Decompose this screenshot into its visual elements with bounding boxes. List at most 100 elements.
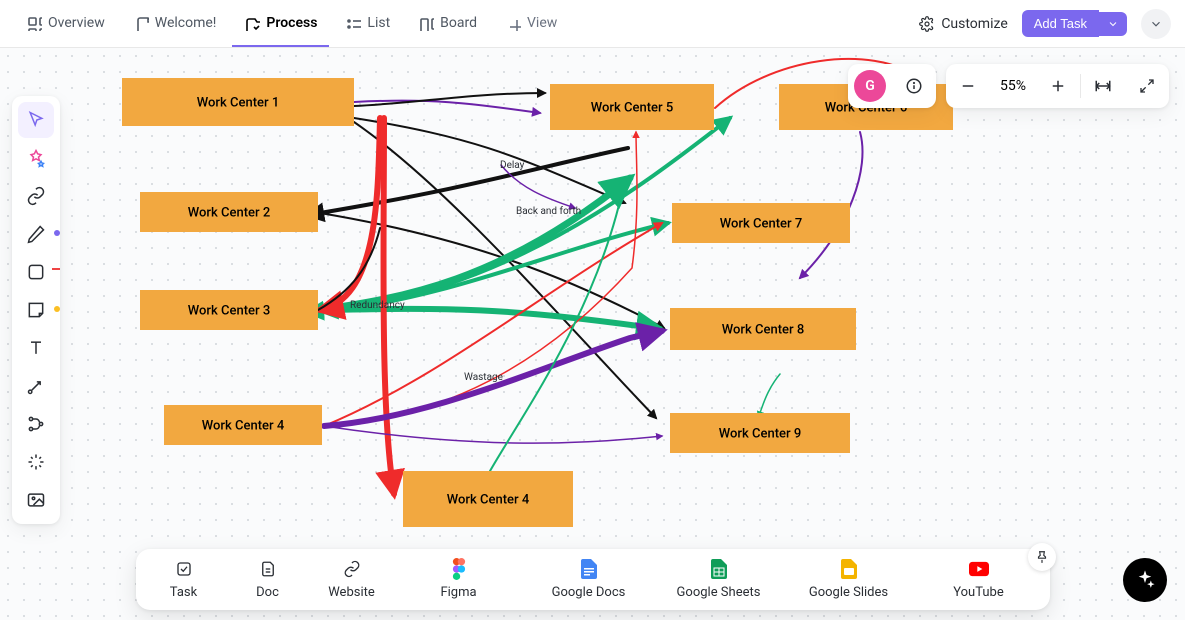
chevron-down-icon [1149,17,1163,31]
dock-gslides[interactable]: Google Slides [784,559,914,600]
dock-figma-label: Figma [440,585,476,600]
insert-dock: Task Doc Website Figma Google Docs Googl… [136,549,1050,610]
tool-pen[interactable] [18,216,54,252]
diagram-edge[interactable] [320,178,630,310]
gslides-icon [839,559,859,579]
doc-icon [133,15,149,31]
diagram-edge[interactable] [320,148,628,213]
overview-icon [26,15,42,31]
add-task-group: Add Task [1022,10,1127,37]
dock-youtube[interactable]: YouTube [914,559,1044,600]
minus-icon [959,77,977,95]
sparkle-icon [1135,570,1155,590]
info-icon [905,77,923,95]
dock-gdocs[interactable]: Google Docs [524,559,654,600]
diagram-node[interactable] [164,405,322,445]
pen-color-indicator [54,230,60,236]
tab-process[interactable]: Process [232,1,329,47]
tool-ai[interactable] [18,140,54,176]
sticky-note-icon [26,300,46,320]
diagram-edge-label: Redundancy [350,300,405,311]
user-avatar[interactable]: G [854,70,886,102]
diagram-node[interactable] [403,471,573,527]
diagram-edge[interactable] [320,309,660,329]
figma-icon [449,559,469,579]
whiteboard-toolbar [12,96,60,524]
tool-text[interactable] [18,330,54,366]
zoom-out-button[interactable] [946,64,990,108]
dock-gsheets-label: Google Sheets [677,585,761,600]
tool-shape[interactable] [18,254,54,290]
chevron-down-icon [1107,18,1119,30]
tab-welcome-label: Welcome! [155,15,217,31]
info-button[interactable] [892,64,936,108]
dock-pin-button[interactable] [1028,543,1056,571]
diagram-node[interactable] [140,192,318,232]
dock-website[interactable]: Website [310,559,394,600]
customize-button[interactable]: Customize [909,16,1017,32]
tool-image[interactable] [18,482,54,518]
fullscreen-button[interactable] [1125,64,1169,108]
diagram-node[interactable] [670,308,856,350]
presence-group: G [848,64,936,108]
tab-list[interactable]: List [333,1,402,47]
diagram-node[interactable] [550,84,714,130]
tab-add-view[interactable]: View [493,1,569,47]
tool-link[interactable] [18,178,54,214]
image-icon [26,490,46,510]
add-task-dropdown[interactable] [1099,12,1127,36]
add-task-button[interactable]: Add Task [1022,10,1099,37]
whiteboard-canvas[interactable]: Work Center 1Work Center 2Work Center 3W… [0,48,1185,620]
collapse-button[interactable] [1141,9,1171,39]
youtube-icon [969,559,989,579]
diagram-edge[interactable] [760,374,780,413]
zoom-in-button[interactable] [1036,64,1080,108]
expand-icon [1139,78,1155,94]
relations-icon [26,414,46,434]
diagram-edge[interactable] [324,426,662,443]
diagram-edge-label: Wastage [464,372,503,383]
dock-figma[interactable]: Figma [394,559,524,600]
diagram-node[interactable] [122,78,354,126]
fit-width-button[interactable] [1081,64,1125,108]
diagram-edge[interactable] [501,165,575,208]
dock-task[interactable]: Task [142,559,226,600]
tool-sticky[interactable] [18,292,54,328]
tab-welcome[interactable]: Welcome! [121,1,229,47]
dock-doc[interactable]: Doc [226,559,310,600]
diagram-edge[interactable] [354,93,545,106]
dock-gsheets[interactable]: Google Sheets [654,559,784,600]
tool-relations[interactable] [18,406,54,442]
tab-board[interactable]: Board [406,1,489,47]
zoom-level: 55% [990,78,1036,94]
ai-shapes-icon [26,148,46,168]
process-icon [244,15,260,31]
dock-website-label: Website [328,585,375,600]
zoom-group: 55% [946,64,1169,108]
diagram-node[interactable] [672,203,850,243]
tab-add-view-label: View [527,15,557,31]
customize-label: Customize [941,16,1007,32]
ai-fab-button[interactable] [1123,558,1167,602]
canvas-controls: G 55% [848,64,1169,108]
dock-task-label: Task [170,585,197,600]
dock-gdocs-label: Google Docs [552,585,626,600]
diagram-edge[interactable] [354,101,540,113]
fit-width-icon [1094,77,1112,95]
diagram-edge[interactable] [354,118,625,203]
tool-connector[interactable] [18,368,54,404]
dock-gslides-label: Google Slides [809,585,888,600]
plus-icon [1049,77,1067,95]
diagram-node[interactable] [670,413,850,453]
gear-icon [919,16,935,32]
tab-overview[interactable]: Overview [14,1,117,47]
diagram-edge-label: Delay [500,160,525,171]
diagram-edge-label: Back and forth [516,205,581,217]
gdocs-icon [579,559,599,579]
tab-overview-label: Overview [48,15,105,31]
tool-magic[interactable] [18,444,54,480]
diagram-node[interactable] [140,290,318,330]
diagram-svg: Work Center 1Work Center 2Work Center 3W… [0,48,1185,620]
cursor-icon [26,110,46,130]
tool-select[interactable] [18,102,54,138]
